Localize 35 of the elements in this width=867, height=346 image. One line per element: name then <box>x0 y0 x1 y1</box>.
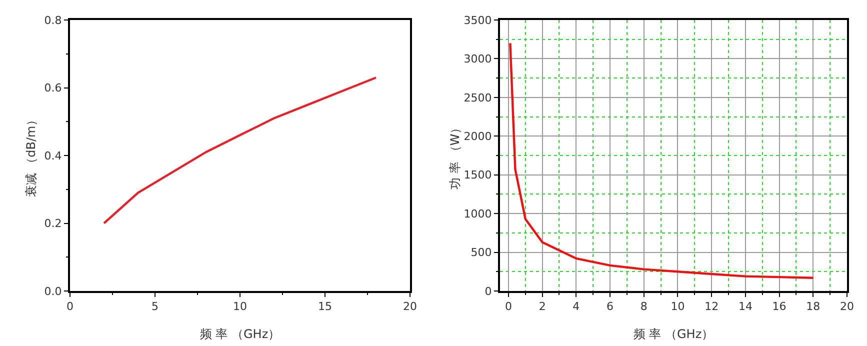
x-axis-title: 频 率 （GHz） <box>633 327 714 341</box>
x-tick-label: 6 <box>606 300 614 314</box>
x-tick-label: 16 <box>772 300 786 314</box>
x-tick-label: 18 <box>806 300 820 314</box>
x-tick-label: 10 <box>233 300 247 314</box>
y-tick-label: 2500 <box>464 91 492 104</box>
y-tick-label: 0.4 <box>44 149 62 162</box>
x-tick-label: 10 <box>670 300 685 314</box>
y-axis-title: 功 率 （W） <box>448 122 462 190</box>
y-tick-label: 2000 <box>464 130 492 143</box>
x-tick-label: 2 <box>538 300 546 314</box>
y-tick-label: 3000 <box>464 52 492 66</box>
y-tick-label: 1500 <box>464 168 492 182</box>
x-tick-label: 14 <box>738 300 752 314</box>
x-tick-label: 15 <box>318 300 332 314</box>
x-tick-label: 0 <box>66 300 74 314</box>
x-tick-label: 5 <box>152 300 158 314</box>
y-tick-label: 0.0 <box>44 284 62 298</box>
x-tick-label: 0 <box>504 300 512 314</box>
x-axis-title: 频 率 （GHz） <box>200 327 280 341</box>
line-series <box>509 42 814 279</box>
y-tick-label: 3500 <box>464 14 492 27</box>
x-tick-label: 8 <box>640 300 648 314</box>
y-tick-label: 500 <box>470 246 492 260</box>
x-tick-label: 20 <box>840 300 854 314</box>
y-tick-label: 1000 <box>464 207 492 220</box>
y-tick-label: 0.8 <box>44 14 62 27</box>
y-tick-label: 0 <box>484 284 492 298</box>
x-tick-label: 4 <box>572 300 580 314</box>
line-series <box>102 76 378 224</box>
y-axis-title: 衰减 （dB/m） <box>24 114 38 198</box>
y-tick-label: 0.6 <box>44 82 62 95</box>
x-tick-label: 12 <box>704 300 719 314</box>
y-tick-label: 0.2 <box>44 217 62 230</box>
x-tick-label: 20 <box>403 300 417 314</box>
